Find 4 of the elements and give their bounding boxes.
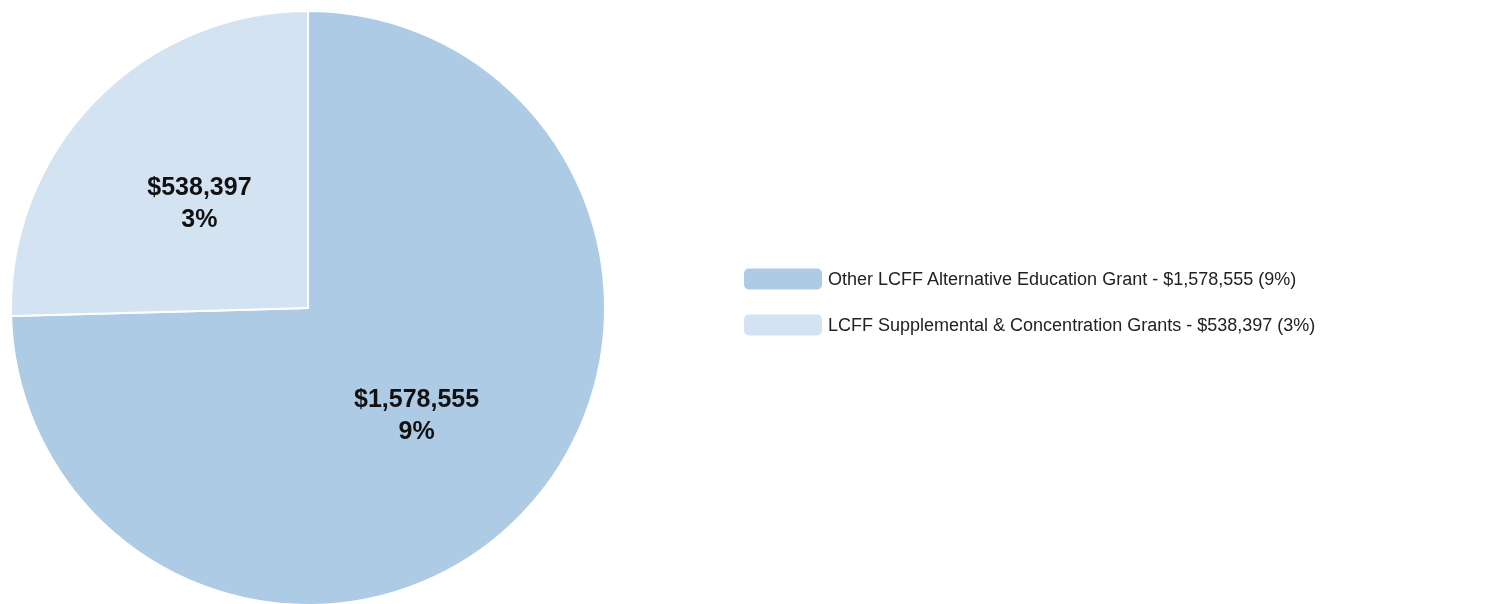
data-label: $1,578,555 9% [354,383,480,444]
data-label: $538,397 3% [147,172,252,233]
legend-label: Other LCFF Alternative Education Grant - $1,578,555 (9%) [828,269,1297,289]
legend-label: LCFF Supplemental & Concentration Grants - $538,397 (3%) [828,315,1316,335]
